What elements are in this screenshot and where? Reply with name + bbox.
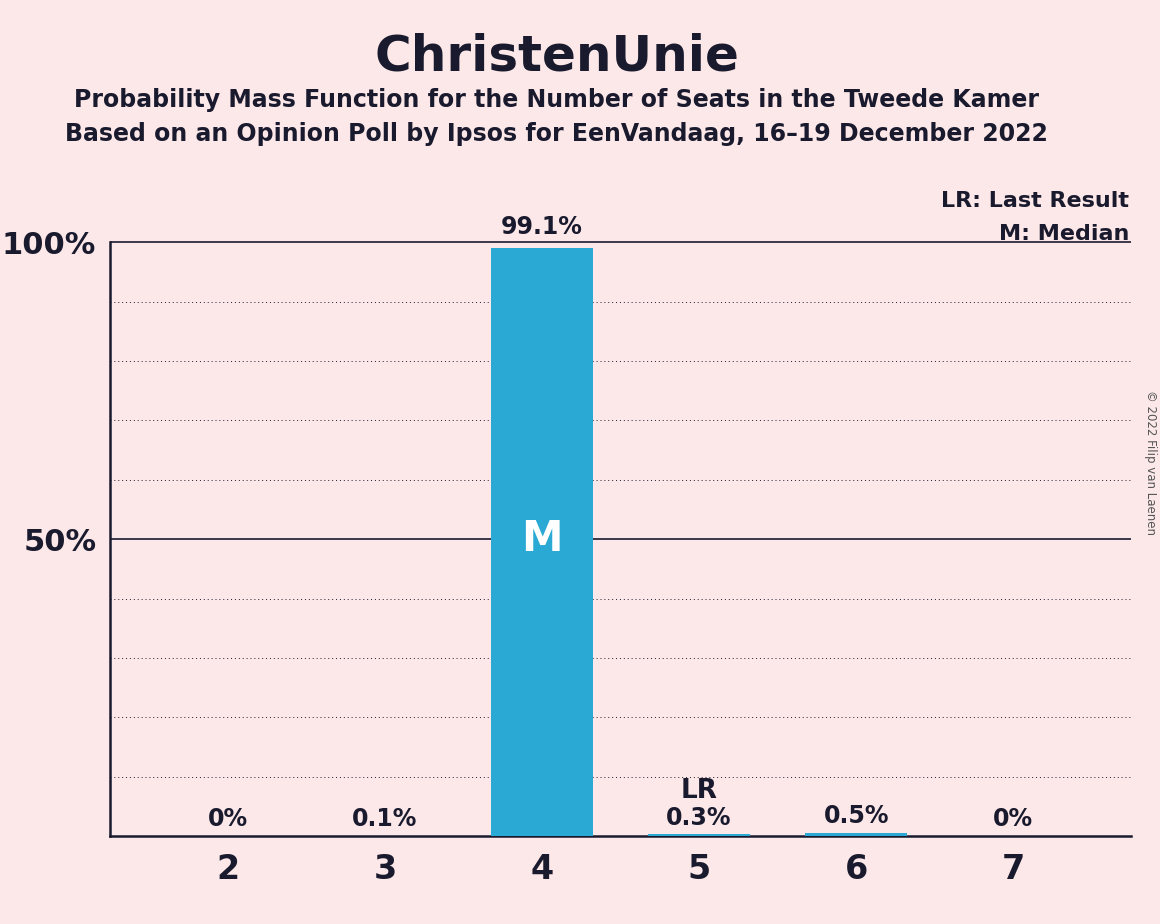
- Text: 0.1%: 0.1%: [353, 808, 418, 832]
- Text: Based on an Opinion Poll by Ipsos for EenVandaag, 16–19 December 2022: Based on an Opinion Poll by Ipsos for Ee…: [65, 122, 1049, 146]
- Bar: [491, 248, 593, 836]
- Text: M: M: [521, 518, 563, 560]
- Text: M: Median: M: Median: [999, 225, 1129, 244]
- Text: 0.3%: 0.3%: [666, 806, 732, 830]
- Text: 0%: 0%: [208, 808, 248, 832]
- Text: © 2022 Filip van Laenen: © 2022 Filip van Laenen: [1144, 390, 1158, 534]
- Text: 99.1%: 99.1%: [501, 215, 583, 239]
- Bar: [648, 834, 751, 836]
- Text: Probability Mass Function for the Number of Seats in the Tweede Kamer: Probability Mass Function for the Number…: [74, 88, 1039, 112]
- Bar: [805, 833, 907, 836]
- Text: LR: Last Result: LR: Last Result: [941, 191, 1129, 211]
- Text: 0%: 0%: [993, 808, 1034, 832]
- Text: ChristenUnie: ChristenUnie: [375, 32, 739, 80]
- Text: 0.5%: 0.5%: [824, 805, 889, 829]
- Text: LR: LR: [681, 778, 718, 804]
